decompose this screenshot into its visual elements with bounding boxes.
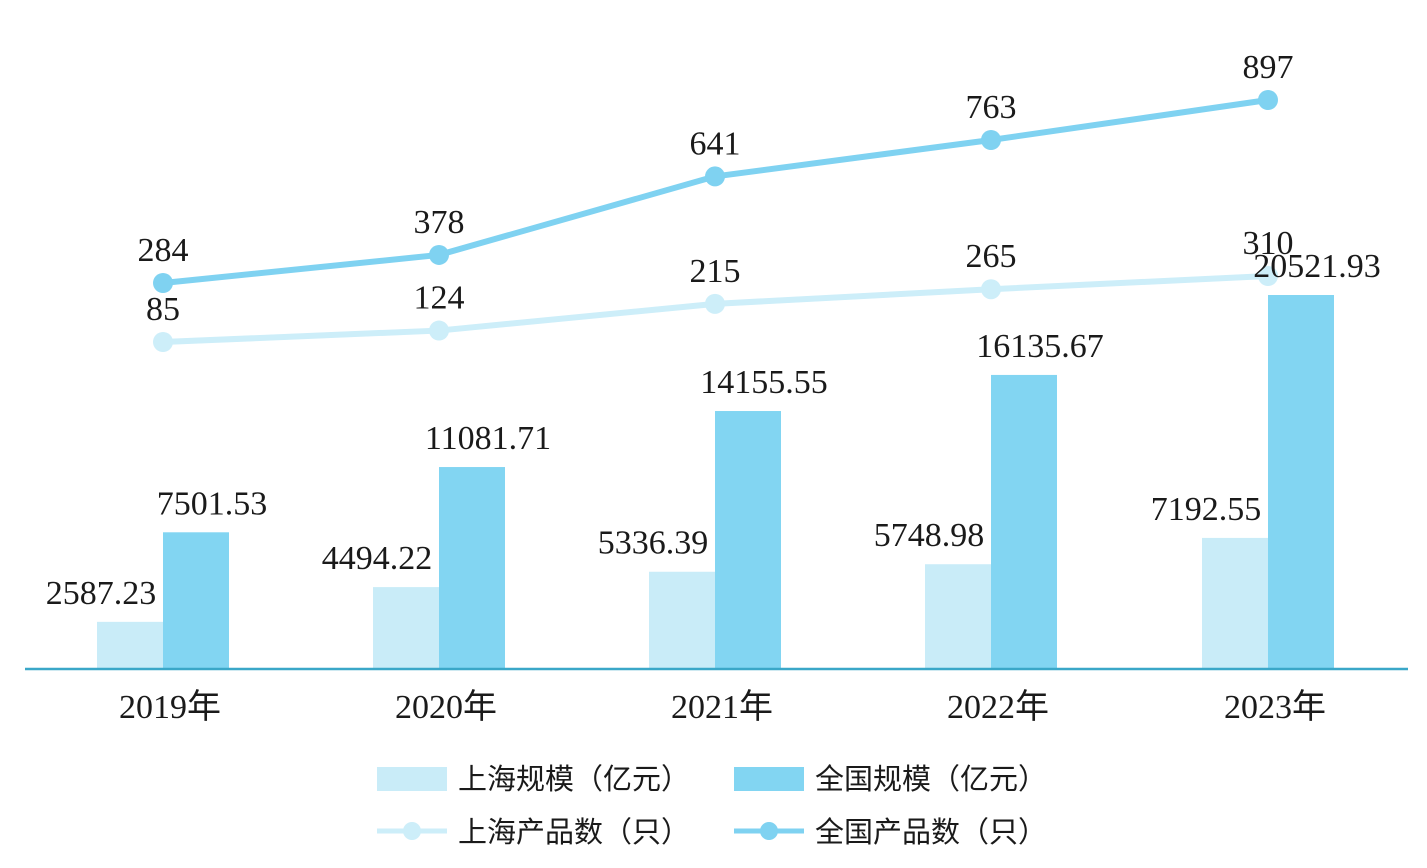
bar-shanghai-3 bbox=[925, 564, 991, 669]
point-shanghai-4 bbox=[1258, 266, 1278, 286]
x-tick-3: 2022年 bbox=[947, 688, 1049, 726]
bar-label-shanghai-4: 7192.55 bbox=[1151, 491, 1262, 528]
point-label-national-4: 897 bbox=[1243, 49, 1294, 86]
lines-layer bbox=[153, 90, 1278, 352]
bar-national-2 bbox=[715, 411, 781, 669]
point-label-shanghai-0: 85 bbox=[146, 291, 180, 328]
point-national-0 bbox=[153, 273, 173, 293]
bar-national-1 bbox=[439, 467, 505, 669]
bar-label-shanghai-3: 5748.98 bbox=[874, 517, 985, 554]
legend-swatch-cn-bar bbox=[734, 767, 804, 791]
bar-label-shanghai-1: 4494.22 bbox=[322, 540, 433, 577]
point-national-2 bbox=[705, 166, 725, 187]
legend-label-sh-line: 上海产品数（只） bbox=[458, 815, 690, 849]
legend: 上海规模（亿元） 全国规模（亿元） 上海产品数（只） 全国产品数（只） bbox=[377, 762, 1047, 849]
bar-label-shanghai-0: 2587.23 bbox=[46, 575, 157, 612]
bars-layer bbox=[97, 295, 1334, 669]
point-national-1 bbox=[429, 244, 449, 265]
point-label-shanghai-1: 124 bbox=[414, 280, 465, 317]
x-tick-2: 2021年 bbox=[671, 688, 773, 726]
bar-label-national-4: 20521.93 bbox=[1253, 248, 1381, 285]
legend-label-sh-bar: 上海规模（亿元） bbox=[458, 762, 690, 796]
legend-swatch-sh-bar bbox=[377, 767, 447, 791]
x-tick-labels: 2019年 2020年 2021年 2022年 2023年 bbox=[119, 688, 1326, 726]
point-shanghai-1 bbox=[429, 320, 449, 341]
legend-marker-cn-line bbox=[760, 822, 778, 840]
point-national-3 bbox=[981, 130, 1001, 151]
bar-national-0 bbox=[163, 532, 229, 669]
point-label-national-2: 641 bbox=[690, 125, 741, 162]
point-label-national-3: 763 bbox=[966, 89, 1017, 126]
point-national-4 bbox=[1258, 90, 1278, 110]
legend-marker-sh-line bbox=[403, 822, 421, 840]
labels-layer: 2587.23 7501.53 4494.22 11081.71 5336.39 1415… bbox=[46, 49, 1381, 612]
point-shanghai-3 bbox=[981, 279, 1001, 300]
bar-label-shanghai-2: 5336.39 bbox=[598, 525, 709, 562]
bar-shanghai-2 bbox=[649, 571, 715, 669]
bar-label-national-1: 11081.71 bbox=[425, 420, 551, 457]
bar-national-3 bbox=[991, 374, 1057, 669]
legend-label-cn-line: 全国产品数（只） bbox=[815, 815, 1047, 849]
bar-national-4 bbox=[1268, 295, 1334, 669]
legend-label-cn-bar: 全国规模（亿元） bbox=[815, 762, 1047, 796]
bar-label-national-2: 14155.55 bbox=[700, 364, 828, 401]
x-tick-1: 2020年 bbox=[395, 688, 497, 726]
point-label-shanghai-4: 310 bbox=[1243, 225, 1294, 262]
point-label-national-0: 284 bbox=[138, 232, 189, 269]
point-label-shanghai-2: 215 bbox=[690, 253, 741, 290]
point-label-national-1: 378 bbox=[414, 204, 465, 241]
point-shanghai-0 bbox=[153, 332, 173, 352]
bar-shanghai-1 bbox=[373, 587, 439, 669]
x-tick-4: 2023年 bbox=[1224, 688, 1326, 726]
x-tick-0: 2019年 bbox=[119, 688, 221, 726]
bar-shanghai-0 bbox=[97, 621, 163, 669]
bar-shanghai-4 bbox=[1202, 537, 1268, 669]
bar-label-national-0: 7501.53 bbox=[157, 485, 268, 522]
bar-label-national-3: 16135.67 bbox=[976, 328, 1104, 365]
point-label-shanghai-3: 265 bbox=[966, 238, 1017, 275]
point-shanghai-2 bbox=[705, 293, 725, 314]
